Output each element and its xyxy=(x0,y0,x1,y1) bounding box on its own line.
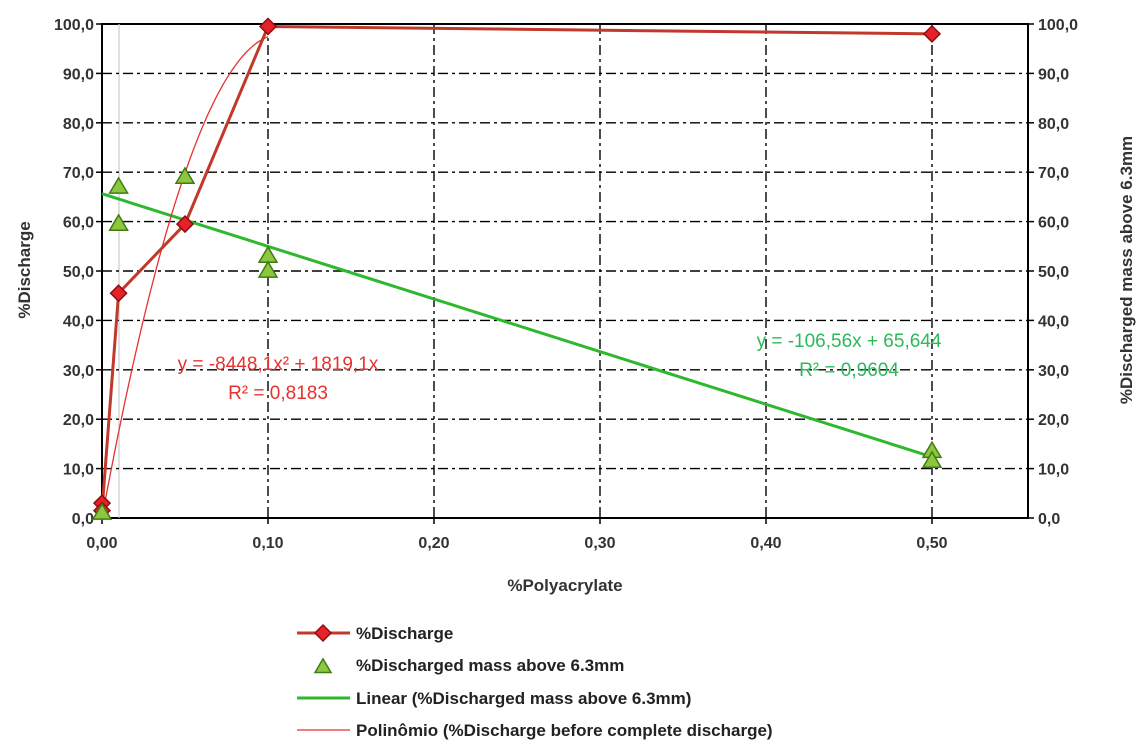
series-layer xyxy=(91,17,943,520)
y-tick-label: 20,0 xyxy=(63,412,94,429)
polynomial-trendline xyxy=(101,36,269,519)
y2-tick-label: 30,0 xyxy=(1038,363,1069,380)
mass-point xyxy=(108,213,129,231)
x-tick-label: 0,20 xyxy=(418,535,449,552)
legend-swatch-marker xyxy=(313,657,333,674)
x-tick-label: 0,00 xyxy=(86,535,117,552)
discharge-point xyxy=(175,215,195,234)
y-tick-label: 50,0 xyxy=(63,264,94,281)
mass-point xyxy=(257,260,279,278)
legend-label: Linear (%Discharged mass above 6.3mm) xyxy=(356,689,691,708)
legend-label: Polinômio (%Discharge before complete di… xyxy=(356,721,773,740)
y-axis-title: %Discharge xyxy=(15,221,34,318)
linear-equation: y = -106,56x + 65,644 xyxy=(757,331,942,352)
y2-tick-label: 0,0 xyxy=(1038,511,1060,528)
y-tick-label: 40,0 xyxy=(63,313,94,330)
legend-item: Polinômio (%Discharge before complete di… xyxy=(297,721,773,740)
discharge-point xyxy=(922,24,942,43)
y-tick-label: 30,0 xyxy=(63,363,94,380)
legend: %Discharge %Discharged mass above 6.3mm Li… xyxy=(297,623,773,740)
y-tick-label: 100,0 xyxy=(54,17,94,34)
y2-tick-label: 10,0 xyxy=(1038,462,1069,479)
poly-r2: R² = 0,8183 xyxy=(228,383,328,404)
legend-item: Linear (%Discharged mass above 6.3mm) xyxy=(297,689,691,708)
legend-label: %Discharge xyxy=(356,624,453,643)
mass-point xyxy=(108,176,129,194)
y2-tick-label: 70,0 xyxy=(1038,165,1069,182)
discharge-point xyxy=(109,284,128,303)
y-tick-label: 0,0 xyxy=(72,511,94,528)
legend-label: %Discharged mass above 6.3mm xyxy=(356,656,624,675)
x-tick-label: 0,30 xyxy=(584,535,615,552)
x-axis-title: %Polyacrylate xyxy=(507,576,622,595)
trendlines xyxy=(101,36,933,519)
x-tick-label: 0,50 xyxy=(916,535,947,552)
y2-tick-label: 20,0 xyxy=(1038,412,1069,429)
legend-item: %Discharged mass above 6.3mm xyxy=(313,656,624,675)
y2-tick-label: 50,0 xyxy=(1038,264,1069,281)
x-tick-label: 0,40 xyxy=(750,535,781,552)
y2-tick-label: 100,0 xyxy=(1038,17,1078,34)
mass-point xyxy=(921,450,943,469)
legend-item: %Discharge xyxy=(297,623,453,643)
discharge-point xyxy=(258,17,278,36)
mass-point xyxy=(91,502,113,520)
y2-tick-label: 60,0 xyxy=(1038,215,1069,232)
y2-tick-label: 90,0 xyxy=(1038,66,1069,83)
grid-layer xyxy=(96,23,1034,524)
equation-annotations: y = -8448,1x² + 1819,1x R² = 0,8183 y = … xyxy=(178,331,942,404)
y2-tick-label: 40,0 xyxy=(1038,313,1069,330)
y2-tick-label: 80,0 xyxy=(1038,116,1069,133)
y2-axis-title: %Discharged mass above 6.3mm xyxy=(1117,136,1136,404)
tick-labels: 0,0 0,0 10,0 10,0 20,0 20,0 30,0 30,0 40,0 40,0 50… xyxy=(54,17,1078,552)
y-tick-label: 10,0 xyxy=(63,462,94,479)
mass-point xyxy=(174,166,196,185)
linear-r2: R² = 0,9604 xyxy=(799,360,899,381)
x-tick-label: 0,10 xyxy=(252,535,283,552)
y-tick-label: 70,0 xyxy=(63,165,94,182)
y-tick-label: 80,0 xyxy=(63,116,94,133)
linear-trendline xyxy=(101,192,933,459)
poly-equation: y = -8448,1x² + 1819,1x xyxy=(178,354,379,375)
y-tick-label: 90,0 xyxy=(63,66,94,83)
legend-swatch-marker xyxy=(313,623,333,643)
discharge-line xyxy=(100,24,933,511)
y-tick-label: 60,0 xyxy=(63,215,94,232)
